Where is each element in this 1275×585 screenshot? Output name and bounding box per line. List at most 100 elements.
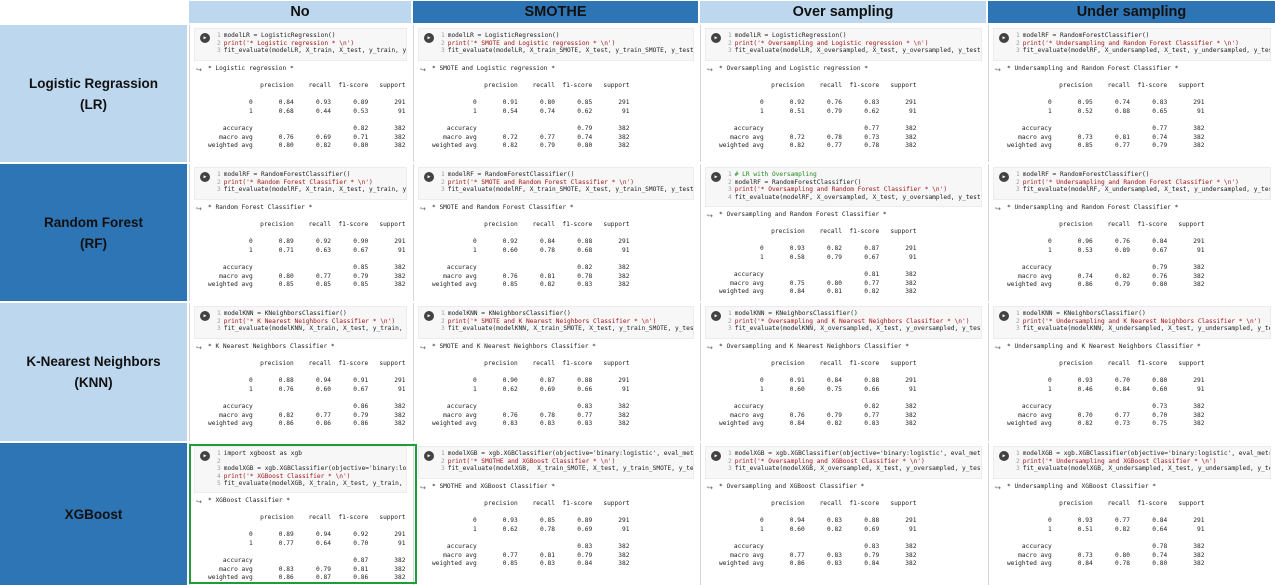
- line-number: 2: [1016, 317, 1020, 325]
- code-text: import xgboost as xgb: [223, 450, 302, 457]
- output-icon[interactable]: ↪: [420, 67, 426, 74]
- notebook-cell-rf-undersampling: ▶ 1 modelRF = RandomForestClassifier() 2 pri…: [988, 164, 1275, 301]
- code-cell[interactable]: ▶ 1 # LR with Oversampling 2 modelRF = Rando…: [705, 167, 982, 207]
- code-line: 2 print('* Undersampling and Random Fores…: [1016, 179, 1270, 187]
- code-line: 1 modelRF = RandomForestClassifier(): [1016, 32, 1270, 40]
- code-line: 3 fit_evaluate(modelRF, X_train_SMOTE, X_…: [441, 186, 693, 194]
- code-text: print('* Oversampling and XGBoost Classi…: [734, 457, 925, 465]
- notebook-cell-knn-oversampling: ▶ 1 modelKNN = KNeighborsClassifier() 2 prin…: [700, 303, 986, 441]
- line-number: 2: [728, 39, 732, 47]
- line-number: 1: [728, 32, 732, 39]
- notebook-cell-lr-undersampling: ▶ 1 modelRF = RandomForestClassifier() 2 pri…: [988, 25, 1275, 162]
- output-icon[interactable]: ↪: [995, 67, 1001, 74]
- row-label-knn: K-Nearest Neighbors (KNN): [0, 303, 187, 441]
- run-cell-icon[interactable]: ▶: [999, 451, 1009, 461]
- code-line: 1 modelXGB = xgb.XGBClassifier(objective=…: [728, 450, 981, 458]
- run-cell-icon[interactable]: ▶: [711, 172, 721, 182]
- line-number: 2: [441, 39, 445, 47]
- row-label-lr: Logistic Regrassion (LR): [0, 25, 187, 162]
- output-area: ↪ * Undersampling and Random Forest Class…: [993, 63, 1271, 162]
- code-text: print('* XGBoost Classifier * \n'): [223, 472, 351, 480]
- code-text: modelRF = RandomForestClassifier(): [734, 178, 862, 186]
- output-icon[interactable]: ↪: [707, 67, 713, 74]
- run-cell-icon[interactable]: ▶: [999, 172, 1009, 182]
- classification-report: * SMOTE and K Nearest Neighbors Classifi…: [432, 343, 630, 428]
- output-icon[interactable]: ↪: [196, 499, 202, 506]
- output-icon[interactable]: ↪: [707, 345, 713, 352]
- code-line: 4 print('* XGBoost Classifier * \n'): [217, 473, 406, 481]
- code-text: modelLR = LogisticRegression(): [734, 32, 847, 39]
- output-area: ↪ * Random Forest Classifier * precision …: [194, 202, 407, 301]
- run-cell-icon[interactable]: ▶: [711, 33, 721, 43]
- run-cell-icon[interactable]: ▶: [999, 33, 1009, 43]
- code-cell[interactable]: ▶ 1 modelXGB = xgb.XGBClassifier(objective…: [993, 446, 1271, 479]
- code-cell[interactable]: ▶ 1 modelKNN = KNeighborsClassifier() 2 prin…: [194, 306, 407, 339]
- code-cell[interactable]: ▶ 1 import xgboost as xgb 2 3 modelXGB = xgb.…: [194, 446, 407, 493]
- code-line: 5 fit_evaluate(modelXGB, X_train, X_test,…: [217, 480, 406, 488]
- run-cell-icon[interactable]: ▶: [200, 33, 210, 43]
- run-cell-icon[interactable]: ▶: [711, 311, 721, 321]
- code-line: 2 print('* Logistic regression * \n'): [217, 40, 406, 48]
- code-cell[interactable]: ▶ 1 modelXGB = xgb.XGBClassifier(objective…: [705, 446, 982, 479]
- run-cell-icon[interactable]: ▶: [424, 33, 434, 43]
- classification-report: * K Nearest Neighbors Classifier * preci…: [208, 343, 406, 428]
- output-icon[interactable]: ↪: [707, 485, 713, 492]
- line-number: 3: [441, 186, 445, 194]
- output-icon[interactable]: ↪: [995, 206, 1001, 213]
- code-text: modelRF = RandomForestClassifier(): [223, 171, 351, 178]
- code-text: # LR with Oversampling: [734, 171, 817, 178]
- code-text: fit_evaluate(modelRF, X_undersampled, X_…: [1022, 47, 1271, 55]
- run-cell-icon[interactable]: ▶: [200, 172, 210, 182]
- classification-report: * Oversampling and K Nearest Neighbors C…: [719, 343, 917, 428]
- header-under-sampling: Under sampling: [988, 1, 1275, 23]
- code-cell[interactable]: ▶ 1 modelLR = LogisticRegression() 2 print('…: [418, 28, 694, 61]
- header-smothe: SMOTHE: [413, 1, 698, 23]
- output-icon[interactable]: ↪: [420, 485, 426, 492]
- code-line: 3 fit_evaluate(modelRF, X_undersampled, X…: [1016, 47, 1270, 55]
- output-area: ↪ * Oversampling and Logistic regression …: [705, 63, 982, 162]
- run-cell-icon[interactable]: ▶: [200, 311, 210, 321]
- line-number: 1: [728, 310, 732, 317]
- run-cell-icon[interactable]: ▶: [424, 451, 434, 461]
- code-cell[interactable]: ▶ 1 modelXGB = xgb.XGBClassifier(objective…: [418, 446, 694, 479]
- code-cell[interactable]: ▶ 1 modelRF = RandomForestClassifier() 2 pri…: [194, 167, 407, 200]
- code-cell[interactable]: ▶ 1 modelKNN = KNeighborsClassifier() 2 prin…: [418, 306, 694, 339]
- output-icon[interactable]: ↪: [995, 485, 1001, 492]
- row-label-abbrev: (KNN): [74, 375, 113, 390]
- code-text: modelXGB = xgb.XGBClassifier(objective='…: [734, 450, 982, 457]
- code-text: fit_evaluate(modelRF, X_train, X_test, y…: [223, 186, 407, 194]
- code-cell[interactable]: ▶ 1 modelLR = LogisticRegression() 2 print('…: [705, 28, 982, 61]
- run-cell-icon[interactable]: ▶: [424, 311, 434, 321]
- line-number: 3: [1016, 325, 1020, 333]
- line-number: 1: [217, 310, 221, 317]
- code-cell[interactable]: ▶ 1 modelRF = RandomForestClassifier() 2 pri…: [993, 28, 1271, 61]
- code-cell[interactable]: ▶ 1 modelLR = LogisticRegression() 2 print('…: [194, 28, 407, 61]
- classification-report: * Undersampling and XGBoost Classifier *…: [1007, 483, 1205, 568]
- code-text: print('* SMOTHE and XGBoost Classifier *…: [447, 457, 616, 465]
- code-text: modelXGB = xgb.XGBClassifier(objective='…: [1022, 450, 1271, 457]
- code-cell[interactable]: ▶ 1 modelKNN = KNeighborsClassifier() 2 prin…: [705, 306, 982, 339]
- run-cell-icon[interactable]: ▶: [711, 451, 721, 461]
- classification-report: * Oversampling and Logistic regression *…: [719, 65, 917, 150]
- run-cell-icon[interactable]: ▶: [999, 311, 1009, 321]
- code-cell[interactable]: ▶ 1 modelRF = RandomForestClassifier() 2 pri…: [993, 167, 1271, 200]
- code-cell[interactable]: ▶ 1 modelRF = RandomForestClassifier() 2 pri…: [418, 167, 694, 200]
- output-icon[interactable]: ↪: [196, 206, 202, 213]
- run-cell-icon[interactable]: ▶: [424, 172, 434, 182]
- output-icon[interactable]: ↪: [420, 345, 426, 352]
- code-line: 1 modelLR = LogisticRegression(): [441, 32, 693, 40]
- code-cell[interactable]: ▶ 1 modelKNN = KNeighborsClassifier() 2 prin…: [993, 306, 1271, 339]
- output-icon[interactable]: ↪: [196, 345, 202, 352]
- output-area: ↪ * SMOTE and Logistic regression * preci…: [418, 63, 694, 162]
- output-icon[interactable]: ↪: [420, 206, 426, 213]
- code-text: print('* Random Forest Classifier * \n'): [223, 178, 373, 186]
- code-line: 1 modelKNN = KNeighborsClassifier(): [728, 310, 981, 318]
- output-icon[interactable]: ↪: [196, 67, 202, 74]
- classification-report: * Random Forest Classifier * precision r…: [208, 204, 406, 289]
- line-number: 3: [441, 47, 445, 55]
- code-text: modelRF = RandomForestClassifier(): [447, 171, 575, 178]
- output-icon[interactable]: ↪: [995, 345, 1001, 352]
- run-cell-icon[interactable]: ▶: [200, 451, 210, 461]
- code-line: 3 print('* Oversampling and Random Forest…: [728, 186, 981, 194]
- output-icon[interactable]: ↪: [707, 213, 713, 220]
